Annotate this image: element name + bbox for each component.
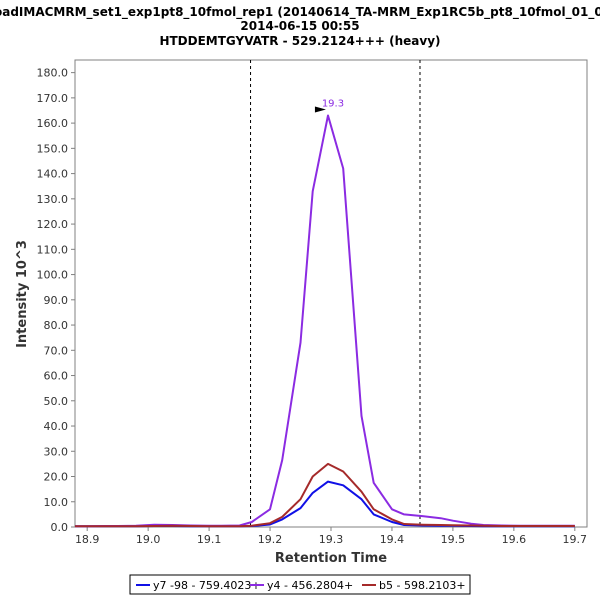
y-tick-label: 20.0 <box>44 471 69 484</box>
y-axis: 0.0 10.0 20.0 30.0 40.0 50.0 60.0 70.0 80.0 90.0 1… <box>37 67 75 534</box>
chart-title-line-1: BroadIMACMRM_set1_exp1pt8_10fmol_rep1 (2… <box>0 5 600 20</box>
x-tick-label: 19.3 <box>319 533 344 546</box>
legend-label: y4 - 456.2804+ <box>267 579 353 592</box>
y-tick-label: 120.0 <box>37 218 69 231</box>
y-tick-label: 90.0 <box>44 294 69 307</box>
x-tick-label: 19.1 <box>197 533 222 546</box>
y-tick-label: 60.0 <box>44 370 69 383</box>
x-axis-title: Retention Time <box>275 551 387 566</box>
x-tick-label: 19.2 <box>258 533 283 546</box>
legend-label: b5 - 598.2103+ <box>379 579 466 592</box>
y-tick-label: 170.0 <box>37 92 69 105</box>
x-tick-label: 19.4 <box>380 533 405 546</box>
peak-marker-icon <box>314 106 326 113</box>
x-tick-label: 19.5 <box>441 533 466 546</box>
series-line-2 <box>75 462 575 528</box>
x-tick-label: 19.6 <box>502 533 527 546</box>
y-tick-label: 140.0 <box>37 168 69 181</box>
y-tick-label: 70.0 <box>44 344 69 357</box>
legend-label: y7 -98 - 759.4023+ <box>153 579 261 592</box>
x-axis: 18.9 19.0 19.1 19.2 19.3 19.4 19.5 19.6 19.7 <box>75 527 587 546</box>
y-tick-label: 180.0 <box>37 67 69 80</box>
y-tick-label: 110.0 <box>37 243 69 256</box>
y-tick-label: 10.0 <box>44 496 69 509</box>
y-tick-label: 100.0 <box>37 269 69 282</box>
x-tick-label: 19.0 <box>136 533 161 546</box>
peak-label: 19.3 <box>322 99 344 110</box>
y-tick-label: 0.0 <box>51 521 69 534</box>
series-lines <box>75 114 575 528</box>
y-tick-label: 80.0 <box>44 319 69 332</box>
y-axis-title: Intensity 10^3 <box>15 240 30 348</box>
y-tick-label: 130.0 <box>37 193 69 206</box>
y-tick-label: 50.0 <box>44 395 69 408</box>
chart-title-line-3: HTDDEMTGYVATR - 529.2124+++ (heavy) <box>159 34 440 48</box>
legend: y7 -98 - 759.4023+ y4 - 456.2804+ b5 - 598… <box>129 574 471 595</box>
plot-area <box>74 59 588 528</box>
x-tick-label: 19.7 <box>563 533 588 546</box>
y-tick-label: 150.0 <box>37 142 69 155</box>
y-tick-label: 30.0 <box>44 445 69 458</box>
chart-title-line-2: 2014-06-15 00:55 <box>240 19 359 33</box>
y-tick-label: 160.0 <box>37 117 69 130</box>
y-tick-label: 40.0 <box>44 420 69 433</box>
x-tick-label: 18.9 <box>75 533 100 546</box>
peak-annotations: 19.3 <box>314 99 344 113</box>
legend-box <box>129 574 471 595</box>
